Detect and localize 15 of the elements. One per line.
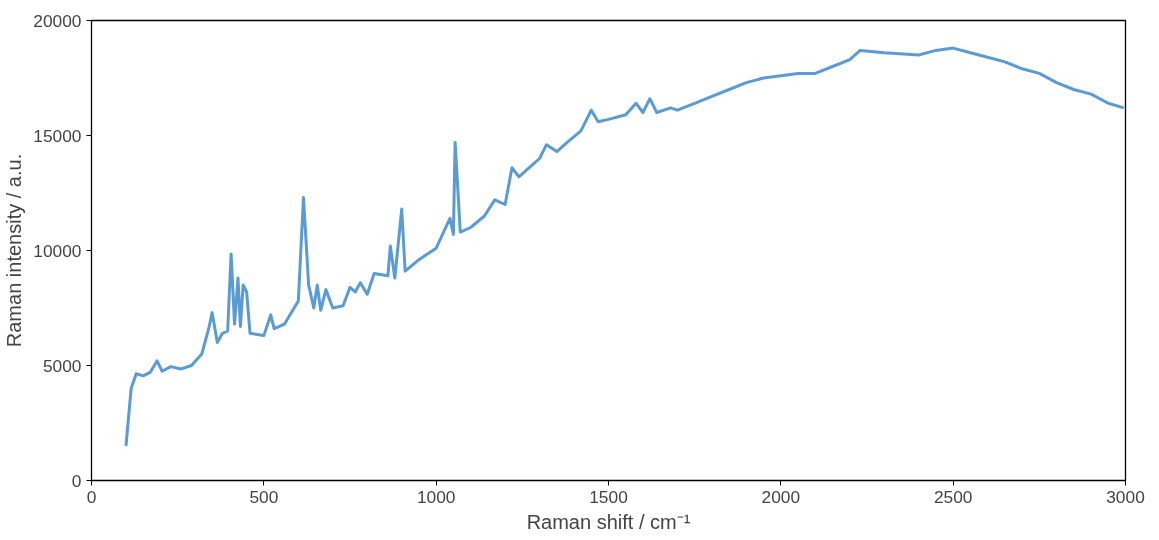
x-tick-label: 1000 (416, 486, 456, 507)
line-series (124, 46, 1126, 448)
y-tick-label: 20000 (33, 10, 82, 31)
y-tick-label: 10000 (33, 240, 82, 261)
x-tick-label: 2000 (761, 486, 801, 507)
x-tick-label: 0 (86, 486, 97, 507)
y-tick-label: 5000 (42, 355, 82, 376)
x-axis-title: Raman shift / cm⁻¹ (526, 510, 691, 533)
y-tick-label: 0 (71, 470, 82, 491)
x-tick-label: 500 (249, 486, 279, 507)
x-tick-label: 1500 (589, 486, 628, 507)
x-tick-label: 3000 (1106, 486, 1145, 507)
y-axis-title: Raman intensity / a.u. (3, 153, 26, 348)
y-tick-label: 15000 (33, 125, 82, 146)
x-tick-label: 2500 (933, 486, 973, 507)
